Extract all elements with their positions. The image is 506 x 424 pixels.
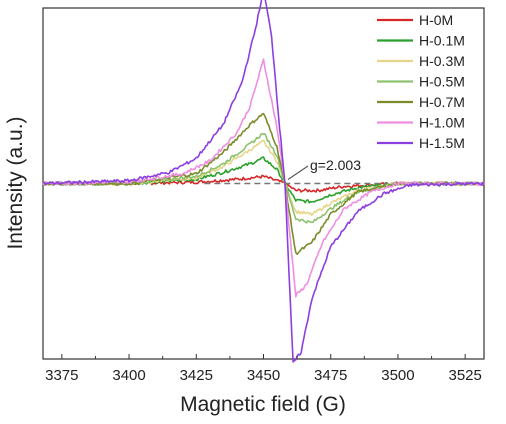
legend-item: H-0M (377, 12, 453, 28)
x-axis-title: Magnetic field (G) (180, 393, 346, 416)
series-line-h-1-0m (42, 58, 485, 298)
y-axis-title: Intensity (a.u.) (4, 116, 27, 249)
series-line-h-0-1m (42, 156, 485, 204)
x-tick-label: 3450 (247, 367, 280, 384)
legend-label: H-0.1M (419, 33, 465, 49)
legend-item: H-0.7M (377, 94, 465, 110)
series-line-h-0-3m (42, 139, 485, 216)
legend-label: H-0.7M (419, 94, 465, 110)
legend-item: H-0.3M (377, 53, 465, 69)
series-layer (42, 0, 485, 363)
x-axis: 3375 3400 3425 3450 3475 3500 3525 (45, 354, 482, 384)
x-tick-label: 3400 (112, 367, 145, 384)
x-tick-label: 3375 (45, 367, 78, 384)
legend-label: H-1.0M (419, 115, 465, 131)
legend-item: H-1.5M (377, 135, 465, 151)
legend-item: H-1.0M (377, 115, 465, 131)
legend-item: H-0.5M (377, 74, 465, 90)
legend-label: H-0.5M (419, 74, 465, 90)
legend: H-0M H-0.1M H-0.3M H-0.5M H-0.7M H-1.0M H-1.5M (377, 12, 465, 151)
legend-item: H-0.1M (377, 33, 465, 49)
x-tick-label: 3475 (314, 367, 347, 384)
annotation-pointer (287, 165, 309, 180)
reference-layer (204, 165, 388, 185)
x-tick-label: 3425 (180, 367, 213, 384)
g-value-annotation: g=2.003 (310, 157, 361, 173)
series-line-h-0-5m (42, 132, 485, 224)
legend-label: H-0M (419, 12, 453, 28)
legend-label: H-0.3M (419, 53, 465, 69)
x-tick-label: 3500 (381, 367, 414, 384)
x-tick-label: 3525 (448, 367, 481, 384)
series-line-h-1-5m (42, 0, 485, 363)
legend-label: H-1.5M (419, 135, 465, 151)
